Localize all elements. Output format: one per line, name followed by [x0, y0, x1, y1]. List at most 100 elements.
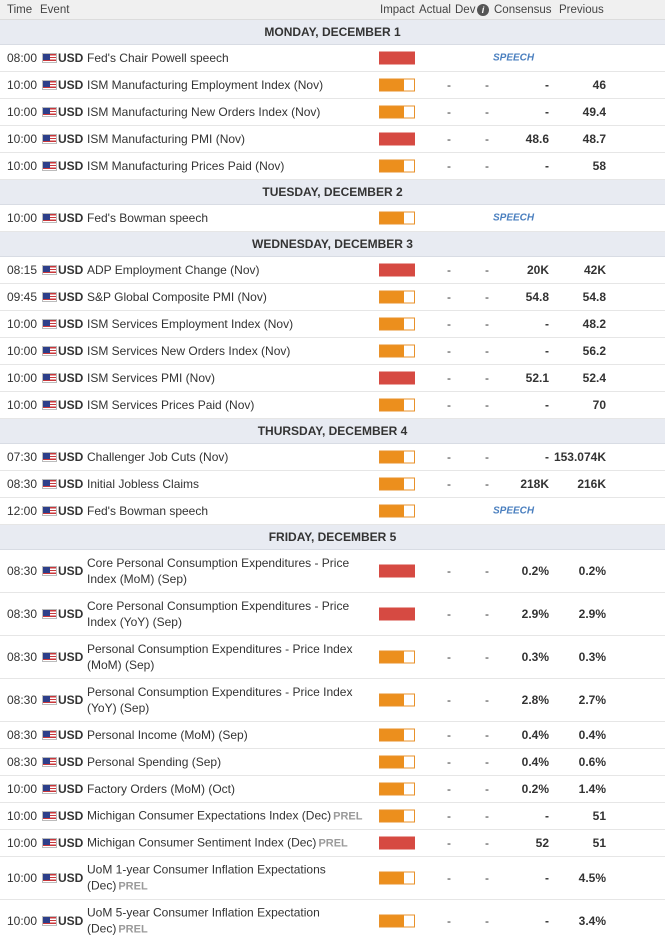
table-row[interactable]: 10:00 USD ISM Services Prices Paid (Nov) - -…: [0, 392, 665, 419]
event-name[interactable]: Fed's Bowman speech: [87, 210, 372, 226]
table-row[interactable]: 10:00 USD Michigan Consumer Expectations I…: [0, 803, 665, 830]
info-icon[interactable]: i: [477, 4, 489, 16]
event-title[interactable]: Michigan Consumer Expectations Index (De…: [87, 808, 332, 823]
table-row[interactable]: 08:30 USD Initial Jobless Claims - - 218K 216K: [0, 471, 665, 498]
table-row[interactable]: 08:00 USD Fed's Chair Powell speech SPEECH: [0, 45, 665, 72]
event-name[interactable]: Personal Consumption Expenditures - Pric…: [87, 641, 372, 673]
table-row[interactable]: 10:00 USD ISM Services Employment Index (N…: [0, 311, 665, 338]
event-title[interactable]: ISM Manufacturing PMI (Nov): [87, 132, 246, 146]
event-title[interactable]: Core Personal Consumption Expenditures -…: [87, 556, 350, 586]
table-row[interactable]: 08:30 USD Core Personal Consumption Expend…: [0, 593, 665, 636]
event-title[interactable]: Personal Income (MoM) (Sep): [87, 728, 248, 742]
event-name[interactable]: Initial Jobless Claims: [87, 476, 372, 492]
table-row[interactable]: 10:00 USD Factory Orders (MoM) (Oct) - - 0.2%…: [0, 776, 665, 803]
event-title[interactable]: Personal Consumption Expenditures - Pric…: [87, 685, 353, 715]
event-title[interactable]: Factory Orders (MoM) (Oct): [87, 782, 236, 796]
table-row[interactable]: 10:00 USD ISM Services New Orders Index (N…: [0, 338, 665, 365]
event-title[interactable]: Fed's Chair Powell speech: [87, 51, 229, 65]
event-title[interactable]: ISM Services Employment Index (Nov): [87, 317, 294, 331]
event-title[interactable]: UoM 1-year Consumer Inflation Expectatio…: [87, 862, 326, 893]
event-title[interactable]: Fed's Bowman speech: [87, 211, 209, 225]
table-row[interactable]: 10:00 USD ISM Manufacturing New Orders Ind…: [0, 99, 665, 126]
currency-code: USD: [58, 809, 84, 823]
table-row[interactable]: 08:30 USD Personal Consumption Expenditure…: [0, 679, 665, 722]
event-title[interactable]: Personal Consumption Expenditures - Pric…: [87, 642, 353, 672]
event-time: 08:15: [7, 263, 38, 277]
event-title[interactable]: Personal Spending (Sep): [87, 755, 222, 769]
table-row[interactable]: 08:30 USD Personal Consumption Expenditure…: [0, 636, 665, 679]
event-title[interactable]: UoM 5-year Consumer Inflation Expectatio…: [87, 905, 320, 936]
table-row[interactable]: 10:00 USD Michigan Consumer Sentiment Inde…: [0, 830, 665, 857]
currency-code: USD: [58, 782, 84, 796]
actual-value: -: [447, 755, 451, 769]
event-title[interactable]: ISM Services New Orders Index (Nov): [87, 344, 291, 358]
event-name[interactable]: ISM Manufacturing Prices Paid (Nov): [87, 158, 372, 174]
header-event[interactable]: Event: [40, 4, 70, 16]
header-previous[interactable]: Previous: [559, 4, 604, 16]
event-title[interactable]: Core Personal Consumption Expenditures -…: [87, 599, 350, 629]
event-name[interactable]: ISM Services Employment Index (Nov): [87, 316, 372, 332]
event-name[interactable]: Fed's Bowman speech: [87, 503, 372, 519]
event-name[interactable]: ISM Manufacturing Employment Index (Nov): [87, 77, 372, 93]
previous-value: 0.4%: [578, 728, 606, 742]
table-row[interactable]: 08:30 USD Personal Spending (Sep) - - 0.4% 0.6…: [0, 749, 665, 776]
table-row[interactable]: 07:30 USD Challenger Job Cuts (Nov) - - -153.…: [0, 444, 665, 471]
event-name[interactable]: S&P Global Composite PMI (Nov): [87, 289, 372, 305]
event-title[interactable]: ISM Manufacturing New Orders Index (Nov): [87, 105, 321, 119]
header-consensus[interactable]: Consensus: [494, 4, 552, 16]
actual-value: -: [447, 159, 451, 173]
table-row[interactable]: 10:00 USD UoM 5-year Consumer Inflation Ex…: [0, 900, 665, 940]
event-title[interactable]: ISM Manufacturing Employment Index (Nov): [87, 78, 324, 92]
event-name[interactable]: Core Personal Consumption Expenditures -…: [87, 555, 372, 587]
impact-indicator: [379, 398, 415, 412]
currency-code: USD: [58, 290, 84, 304]
event-name[interactable]: Challenger Job Cuts (Nov): [87, 449, 372, 465]
table-row[interactable]: 10:00 USD Fed's Bowman speech SPEECH: [0, 205, 665, 232]
table-row[interactable]: 10:00 USD ISM Manufacturing Employment Ind…: [0, 72, 665, 99]
previous-value: 49.4: [582, 105, 606, 119]
event-name[interactable]: ISM Manufacturing New Orders Index (Nov): [87, 104, 372, 120]
event-title[interactable]: Fed's Bowman speech: [87, 504, 209, 518]
event-name[interactable]: Factory Orders (MoM) (Oct): [87, 781, 372, 797]
event-name[interactable]: Fed's Chair Powell speech: [87, 50, 372, 66]
table-row[interactable]: 09:45 USD S&P Global Composite PMI (Nov) - -…: [0, 284, 665, 311]
event-title[interactable]: S&P Global Composite PMI (Nov): [87, 290, 267, 304]
previous-value: 56.2: [582, 344, 606, 358]
event-title[interactable]: ISM Services PMI (Nov): [87, 371, 216, 385]
table-row[interactable]: 12:00 USD Fed's Bowman speech SPEECH: [0, 498, 665, 525]
event-name[interactable]: ADP Employment Change (Nov): [87, 262, 372, 278]
event-time: 10:00: [7, 914, 38, 928]
event-title[interactable]: Challenger Job Cuts (Nov): [87, 450, 229, 464]
table-row[interactable]: 08:15 USD ADP Employment Change (Nov) - - 20K…: [0, 257, 665, 284]
event-name[interactable]: UoM 1-year Consumer Inflation Expectatio…: [87, 862, 372, 895]
table-row[interactable]: 10:00 USD ISM Manufacturing Prices Paid (N…: [0, 153, 665, 180]
event-time: 09:45: [7, 290, 38, 304]
table-row[interactable]: 10:00 USD ISM Manufacturing PMI (Nov) - - 48.…: [0, 126, 665, 153]
table-row[interactable]: 08:30 USD Core Personal Consumption Expend…: [0, 550, 665, 593]
speech-badge: SPEECH: [493, 52, 535, 64]
event-name[interactable]: Michigan Consumer Expectations Index (De…: [87, 808, 372, 825]
table-row[interactable]: 08:30 USD Personal Income (MoM) (Sep) - - 0.4…: [0, 722, 665, 749]
event-name[interactable]: UoM 5-year Consumer Inflation Expectatio…: [87, 905, 372, 938]
impact-indicator: [379, 371, 415, 385]
event-title[interactable]: ADP Employment Change (Nov): [87, 263, 260, 277]
event-name[interactable]: ISM Services New Orders Index (Nov): [87, 343, 372, 359]
event-name[interactable]: Michigan Consumer Sentiment Index (Dec) P…: [87, 835, 372, 852]
event-name[interactable]: Personal Spending (Sep): [87, 754, 372, 770]
event-title[interactable]: Initial Jobless Claims: [87, 477, 200, 491]
event-name[interactable]: ISM Manufacturing PMI (Nov): [87, 131, 372, 147]
event-name[interactable]: Personal Income (MoM) (Sep): [87, 727, 372, 743]
event-title[interactable]: Michigan Consumer Sentiment Index (Dec): [87, 835, 317, 850]
event-name[interactable]: Personal Consumption Expenditures - Pric…: [87, 684, 372, 716]
event-name[interactable]: Core Personal Consumption Expenditures -…: [87, 598, 372, 630]
event-name[interactable]: ISM Services PMI (Nov): [87, 370, 372, 386]
event-title[interactable]: ISM Services Prices Paid (Nov): [87, 398, 255, 412]
header-dev[interactable]: Dev: [455, 4, 476, 16]
table-row[interactable]: 10:00 USD ISM Services PMI (Nov) - - 52.1 52.4: [0, 365, 665, 392]
event-title[interactable]: ISM Manufacturing Prices Paid (Nov): [87, 159, 285, 173]
event-name[interactable]: ISM Services Prices Paid (Nov): [87, 397, 372, 413]
header-impact[interactable]: Impact: [380, 4, 415, 16]
header-actual[interactable]: Actual: [419, 4, 451, 16]
header-time[interactable]: Time: [7, 4, 33, 16]
table-row[interactable]: 10:00 USD UoM 1-year Consumer Inflation Ex…: [0, 857, 665, 900]
